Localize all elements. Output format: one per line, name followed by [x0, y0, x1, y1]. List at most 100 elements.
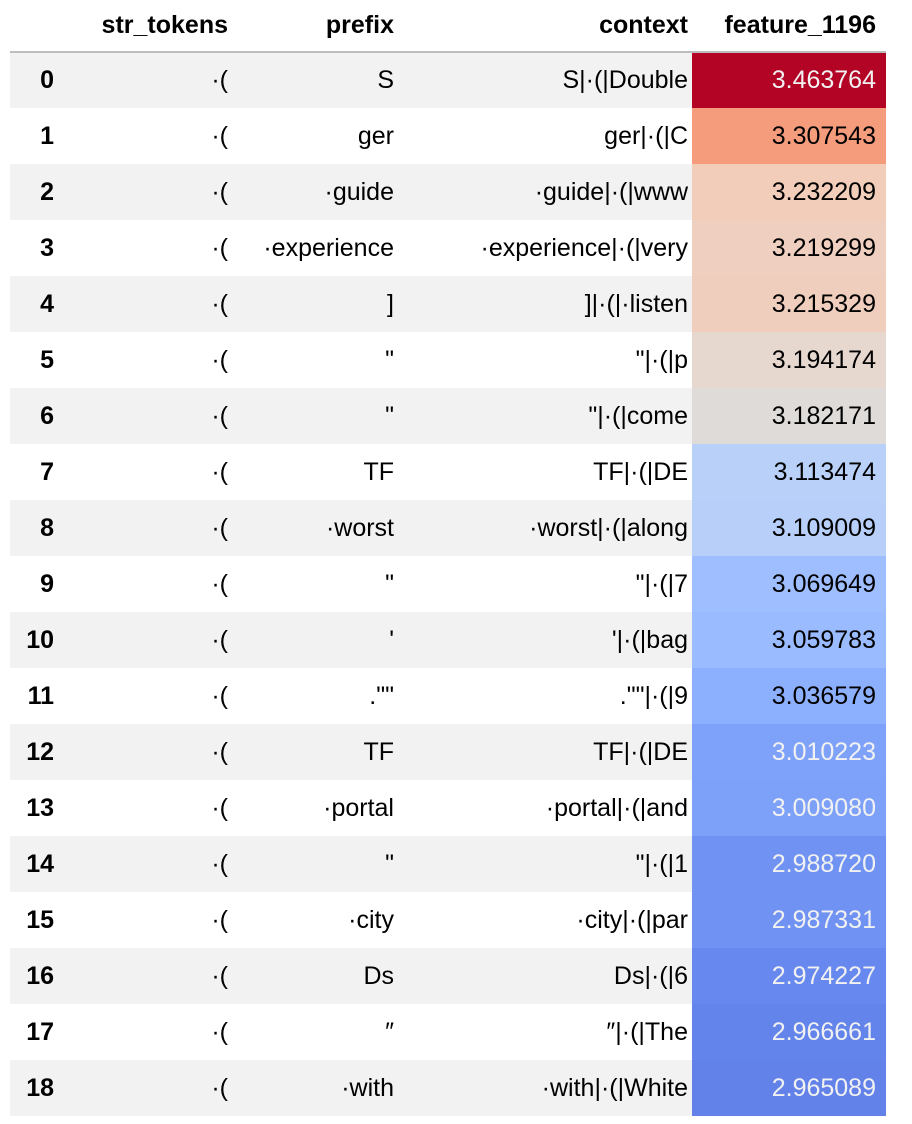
header-feature: feature_1196: [692, 0, 886, 53]
cell-feature: 3.194174: [692, 332, 886, 388]
cell-context: ·city|·(|par: [576, 905, 688, 934]
cell-feature: 2.987331: [692, 892, 886, 948]
cell-context: .""|·(|9: [619, 681, 688, 710]
cell-str-tokens: ·(: [211, 625, 228, 654]
table-row: 12 ·( TF TF|·(|DE 3.010223: [10, 724, 886, 780]
cell-str-tokens: ·(: [211, 289, 228, 318]
header-index: [10, 0, 58, 53]
row-index: 8: [40, 513, 54, 542]
cell-str-tokens: ·(: [211, 1017, 228, 1046]
cell-feature: 3.219299: [692, 220, 886, 276]
cell-str-tokens: ·(: [211, 66, 228, 94]
row-index: 5: [40, 345, 54, 374]
cell-context: ·worst|·(|along: [529, 513, 688, 542]
cell-context: ·guide|·(|www: [534, 177, 688, 206]
row-index: 2: [40, 177, 54, 206]
cell-feature: 3.010223: [692, 724, 886, 780]
table-row: 3 ·( ·experience ·experience|·(|very 3.21929…: [10, 220, 886, 276]
row-index: 1: [40, 121, 54, 150]
table-body: 0 ·(S S|·(|Double 3.463764 1 ·(ger ger|·(|C 3.3…: [10, 52, 886, 1116]
row-index: 3: [40, 233, 54, 262]
cell-context: TF|·(|DE: [593, 737, 688, 766]
cell-prefix: ."": [369, 681, 394, 710]
row-index: 16: [26, 961, 54, 990]
row-index: 15: [26, 905, 54, 934]
cell-feature: 2.965089: [692, 1060, 886, 1116]
cell-str-tokens: ·(: [211, 457, 228, 486]
cell-prefix: TF: [363, 737, 394, 766]
cell-context: Ds|·(|6: [613, 961, 688, 990]
cell-context: ]|·(|·listen: [584, 289, 688, 318]
cell-feature: 2.974227: [692, 948, 886, 1004]
table-row: 8 ·( ·worst ·worst|·(|along 3.109009: [10, 500, 886, 556]
table-row: 2 ·( ·guide ·guide|·(|www 3.232209: [10, 164, 886, 220]
cell-str-tokens: ·(: [211, 233, 228, 262]
row-index: 9: [40, 569, 54, 598]
table-row: 6 ·(" "|·(|come 3.182171: [10, 388, 886, 444]
row-index: 7: [40, 457, 54, 486]
cell-context: "|·(|7: [635, 569, 688, 598]
cell-feature: 3.463764: [692, 52, 886, 108]
cell-feature: 3.009080: [692, 780, 886, 836]
cell-prefix: ·worst: [325, 513, 394, 542]
cell-feature: 3.059783: [692, 612, 886, 668]
cell-str-tokens: ·(: [211, 401, 228, 430]
table-row: 9 ·(" "|·(|7 3.069649: [10, 556, 886, 612]
cell-prefix: ″: [385, 1017, 394, 1046]
cell-str-tokens: ·(: [211, 681, 228, 710]
cell-str-tokens: ·(: [211, 569, 228, 598]
cell-str-tokens: ·(: [211, 905, 228, 934]
row-index: 13: [26, 793, 54, 822]
header-context: context: [398, 0, 692, 53]
cell-prefix: TF: [363, 457, 394, 486]
cell-context: TF|·(|DE: [593, 457, 688, 486]
cell-context: "|·(|p: [635, 345, 688, 374]
cell-prefix: ·guide: [324, 177, 395, 206]
table-row: 10 ·(' '|·(|bag 3.059783: [10, 612, 886, 668]
table-row: 14 ·(" "|·(|1 2.988720: [10, 836, 886, 892]
cell-context: ger|·(|C: [604, 121, 688, 150]
table-header: str_tokens prefix context feature_1196: [10, 0, 886, 53]
cell-str-tokens: ·(: [211, 177, 228, 206]
cell-context: "|·(|1: [635, 849, 688, 878]
table-row: 11 ·(."" .""|·(|9 3.036579: [10, 668, 886, 724]
cell-str-tokens: ·(: [211, 849, 228, 878]
cell-prefix: ·portal: [323, 793, 394, 822]
cell-str-tokens: ·(: [211, 345, 228, 374]
cell-prefix: ger: [357, 121, 394, 150]
row-index: 11: [27, 681, 54, 710]
row-index: 12: [26, 737, 54, 766]
cell-context: ″|·(|The: [606, 1017, 688, 1046]
cell-prefix: ]: [387, 289, 394, 318]
table-row: 5 ·( " "|·(|p 3.194174: [10, 332, 886, 388]
row-index: 14: [26, 849, 54, 878]
cell-feature: 3.113474: [692, 444, 886, 500]
header-row: str_tokens prefix context feature_1196: [10, 0, 886, 53]
cell-context: ·experience|·(|very: [480, 233, 689, 262]
row-index: 18: [26, 1073, 54, 1102]
cell-feature: 3.307543: [692, 108, 886, 164]
cell-feature: 3.182171: [692, 388, 886, 444]
cell-feature: 3.232209: [692, 164, 886, 220]
table-row: 4 ·(] ]|·(|·listen 3.215329: [10, 276, 886, 332]
cell-prefix: ": [385, 345, 394, 374]
table-row: 15 ·( ·city ·city|·(|par 2.987331: [10, 892, 886, 948]
header-str-tokens: str_tokens: [58, 0, 232, 53]
cell-feature: 3.069649: [692, 556, 886, 612]
cell-str-tokens: ·(: [211, 1073, 228, 1102]
cell-context: "|·(|come: [588, 401, 688, 430]
row-index: 4: [40, 289, 54, 318]
cell-str-tokens: ·(: [211, 737, 228, 766]
cell-prefix: ·experience: [263, 233, 394, 262]
cell-feature: 2.988720: [692, 836, 886, 892]
cell-feature: 3.215329: [692, 276, 886, 332]
table-row: 16 ·(Ds Ds|·(|6 2.974227: [10, 948, 886, 1004]
cell-feature: 3.109009: [692, 500, 886, 556]
cell-context: ·portal|·(|and: [545, 793, 688, 822]
cell-str-tokens: ·(: [211, 961, 228, 990]
cell-str-tokens: ·(: [211, 513, 228, 542]
cell-feature: 2.966661: [692, 1004, 886, 1060]
cell-prefix: ·with: [341, 1073, 394, 1102]
cell-prefix: ·city: [348, 905, 394, 934]
row-index: 0: [40, 66, 54, 94]
